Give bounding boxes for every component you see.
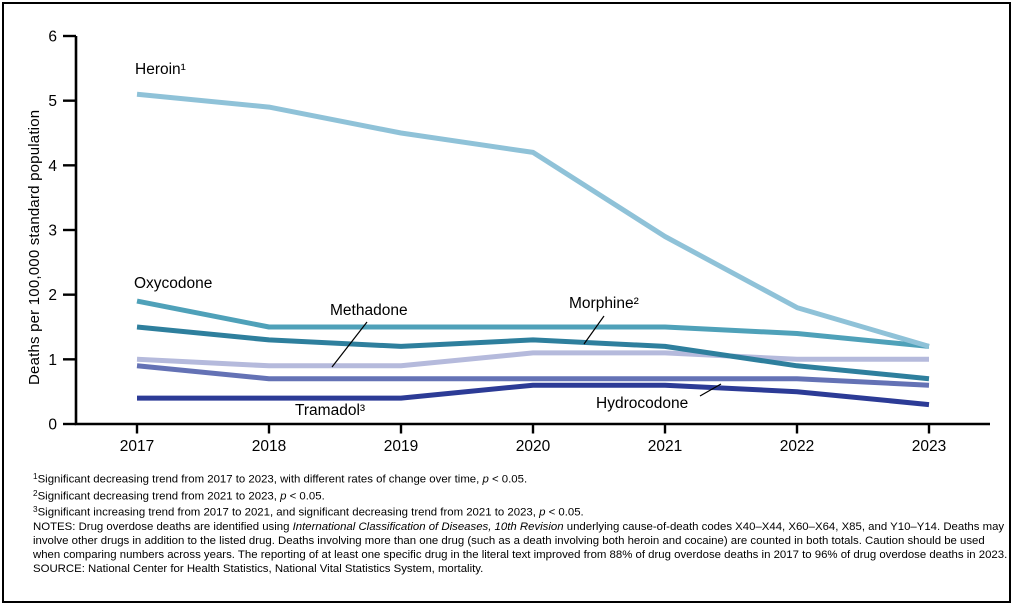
text-segment: International Classification of Diseases… [292, 520, 564, 533]
series-label-morphine: Morphine² [569, 295, 639, 312]
source-text: SOURCE: National Center for Health Stati… [33, 563, 484, 576]
y-tick-label: 0 [48, 417, 57, 434]
y-tick-label: 6 [48, 29, 57, 46]
x-tick-label: 2021 [648, 438, 682, 455]
y-tick-label: 5 [48, 93, 57, 110]
series-label-methadone: Methadone [330, 302, 408, 319]
y-axis-title: Deaths per 100,000 standard population [26, 109, 43, 385]
y-tick-label: 4 [48, 158, 57, 175]
data-line-morphine [136, 324, 930, 382]
x-tick-label: 2023 [912, 438, 946, 455]
notes-text: NOTES: Drug overdose deaths are identifi… [33, 520, 1011, 562]
data-line-hydrocodone [136, 363, 930, 388]
axis-lines [74, 36, 990, 426]
line-chart: 0 1 2 3 4 5 6 2017 2018 2019 2020 2021 2022 2023 [48, 29, 990, 455]
chart-canvas: 0 1 2 3 4 5 6 2017 2018 2019 2020 2021 2022 2023 [48, 29, 990, 455]
text-segment: < 0.05. [286, 490, 325, 503]
x-tick-label: 2022 [780, 438, 814, 455]
series-label-oxycodone: Oxycodone [134, 275, 213, 292]
data-line-methadone [136, 350, 929, 369]
y-tick-label: 3 [48, 223, 57, 240]
text-segment: 3 [33, 505, 38, 515]
text-segment: Significant decreasing trend from 2017 t… [37, 473, 483, 486]
text-segment: underlying cause-of-death codes X40–X44,… [33, 520, 1008, 561]
x-tick-label: 2017 [120, 438, 154, 455]
footnote-3: 3Significant increasing trend from 2017 … [33, 503, 1011, 520]
text-segment: 1 [33, 472, 38, 481]
text-segment: Significant increasing trend from 2017 t… [37, 506, 540, 519]
text-segment: < 0.05. [488, 473, 528, 486]
text-segment: < 0.05. [545, 506, 584, 519]
text-segment: p [539, 506, 546, 519]
x-tick-label: 2019 [384, 438, 418, 455]
x-tick-label: 2020 [516, 438, 551, 455]
footnote-2: 2Significant decreasing trend from 2021 … [33, 487, 1011, 504]
text-segment: NOTES: Drug overdose deaths are identifi… [33, 520, 293, 533]
text-segment: Significant decreasing trend from 2021 t… [37, 490, 281, 503]
series-label-tramadol: Tramadol³ [295, 402, 366, 419]
footnote-1: 1Significant decreasing trend from 2017 … [33, 470, 1011, 487]
series-label-heroin: Heroin¹ [135, 61, 186, 78]
y-tick-label: 1 [48, 352, 57, 369]
text-segment: p [280, 490, 287, 503]
data-line-heroin [136, 91, 930, 349]
series-label-hydrocodone: Hydrocodone [596, 395, 689, 412]
text-segment: p [482, 473, 489, 486]
x-tick-label: 2018 [252, 438, 286, 455]
footnote-block: 1Significant decreasing trend from 2017 … [33, 470, 1011, 576]
data-line-tramadol [137, 382, 930, 408]
y-tick-label: 2 [48, 287, 57, 304]
text-segment: 2 [33, 488, 38, 498]
data-line-oxycodone [136, 298, 930, 349]
